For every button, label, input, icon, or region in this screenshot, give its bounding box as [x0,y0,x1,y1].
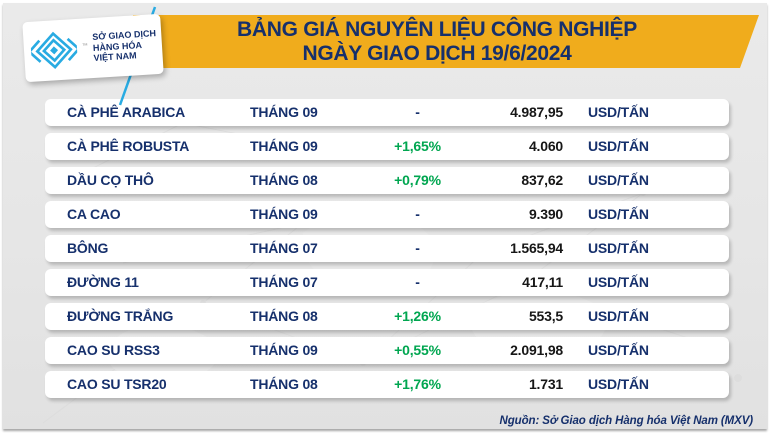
infographic-title: BẢNG GIÁ NGUYÊN LIỆU CÔNG NGHIỆP [237,18,637,41]
price-value: 417,11 [522,274,563,290]
price-value: 837,62 [521,172,563,188]
price-unit: USD/TẤN [588,138,649,154]
mxv-diamond-icon [29,31,79,70]
table-row: CAO SU RSS3 THÁNG 09 +0,55% 2.091,98 USD… [45,337,729,364]
contract-month: THÁNG 09 [250,342,318,358]
commodity-name: DẦU CỌ THÔ [67,172,154,188]
contract-month: THÁNG 07 [250,274,318,290]
price-value: 4.987,95 [510,104,563,120]
logo-wordmark: SỞ GIAO DỊCH HÀNG HÓA VIỆT NAM [92,28,157,63]
price-unit: USD/TẤN [588,206,649,222]
price-value: 1.731 [528,376,563,392]
commodity-name: ĐƯỜNG TRẮNG [67,308,174,324]
background-panel: BẢNG GIÁ NGUYÊN LIỆU CÔNG NGHIỆP NGÀY GI… [3,3,767,429]
table-row: DẦU CỌ THÔ THÁNG 08 +0,79% 837,62 USD/TẤ… [45,167,729,194]
percent-change: - [415,104,420,120]
commodity-name: CA CAO [67,206,121,222]
table-row: ĐƯỜNG TRẮNG THÁNG 08 +1,26% 553,5 USD/TẤ… [45,303,729,330]
table-row: BÔNG THÁNG 07 - 1.565,94 USD/TẤN [45,235,729,262]
commodity-name: ĐƯỜNG 11 [67,274,139,290]
commodity-name: BÔNG [67,240,109,256]
commodity-name: CÀ PHÊ ARABICA [67,104,186,120]
price-unit: USD/TẤN [588,376,649,392]
contract-month: THÁNG 08 [250,308,318,324]
table-row: ĐƯỜNG 11 THÁNG 07 - 417,11 USD/TẤN [45,269,729,296]
trademark-symbol: ™ [81,43,89,50]
price-unit: USD/TẤN [588,172,649,188]
percent-change: +1,65% [394,138,441,154]
commodity-name: CAO SU TSR20 [67,376,167,392]
price-value: 1.565,94 [510,240,563,256]
contract-month: THÁNG 09 [250,104,318,120]
source-note: Nguồn: Sở Giao dịch Hàng hóa Việt Nam (M… [499,415,754,427]
table-row: CA CAO THÁNG 09 - 9.390 USD/TẤN [45,201,729,228]
mxv-logo: ™ SỞ GIAO DỊCH HÀNG HÓA VIỆT NAM [22,13,164,83]
contract-month: THÁNG 09 [250,206,318,222]
contract-month: THÁNG 08 [250,376,318,392]
logo-line-3: VIỆT NAM [93,50,137,64]
trading-date: NGÀY GIAO DỊCH 19/6/2024 [302,42,572,65]
price-value: 553,5 [528,308,563,324]
contract-month: THÁNG 07 [250,240,318,256]
price-value: 2.091,98 [510,342,563,358]
table-row: CAO SU TSR20 THÁNG 08 +1,76% 1.731 USD/T… [45,371,729,398]
table-row: CÀ PHÊ ROBUSTA THÁNG 09 +1,65% 4.060 USD… [45,133,729,160]
contract-month: THÁNG 08 [250,172,318,188]
contract-month: THÁNG 09 [250,138,318,154]
table-row: CÀ PHÊ ARABICA THÁNG 09 - 4.987,95 USD/T… [45,99,729,126]
percent-change: +0,79% [394,172,441,188]
price-unit: USD/TẤN [588,274,649,290]
commodity-name: CAO SU RSS3 [67,342,160,358]
price-unit: USD/TẤN [588,240,649,256]
price-unit: USD/TẤN [588,342,649,358]
price-table: CÀ PHÊ ARABICA THÁNG 09 - 4.987,95 USD/T… [45,99,729,405]
price-value: 9.390 [528,206,563,222]
commodity-name: CÀ PHÊ ROBUSTA [67,138,190,154]
price-unit: USD/TẤN [588,104,649,120]
title-banner: BẢNG GIÁ NGUYÊN LIỆU CÔNG NGHIỆP NGÀY GI… [115,15,759,68]
price-value: 4.060 [528,138,563,154]
price-unit: USD/TẤN [588,308,649,324]
